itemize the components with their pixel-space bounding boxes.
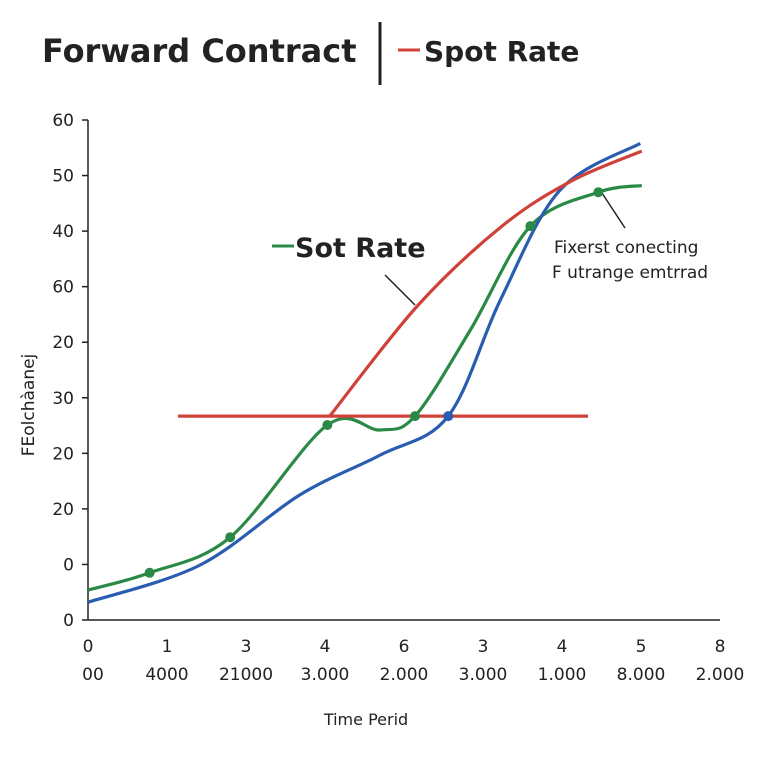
series-line-1 bbox=[87, 141, 642, 604]
x-tick-label: 3 bbox=[478, 637, 489, 657]
data-point-0 bbox=[144, 567, 155, 578]
x-tick-label: 8 bbox=[715, 637, 726, 657]
x-tick-sublabel: 8.000 bbox=[617, 665, 666, 685]
x-axis-label: Time Perid bbox=[323, 710, 408, 729]
y-tick-label: 20 bbox=[52, 333, 74, 353]
x-tick-label: 0 bbox=[83, 637, 94, 657]
annotation-line-2: F utranɡe emtrrad bbox=[552, 263, 708, 283]
annotation-line-1: Fixerst conecting bbox=[554, 238, 698, 258]
series-line-0 bbox=[87, 183, 643, 592]
x-tick-label: 4 bbox=[320, 637, 331, 657]
chart-title: Forward Contract bbox=[42, 32, 357, 70]
y-tick-label: 20 bbox=[52, 444, 74, 464]
y-tick-label: 60 bbox=[52, 111, 74, 131]
x-tick-sublabel: 21000 bbox=[219, 665, 273, 685]
series-line-2 bbox=[328, 149, 643, 418]
x-tick-sublabel: 2.000 bbox=[696, 665, 745, 685]
y-tick-label: 20 bbox=[52, 500, 74, 520]
x-tick-label: 6 bbox=[399, 637, 410, 657]
x-tick-label: 1 bbox=[162, 637, 173, 657]
x-tick-sublabel: 1.000 bbox=[538, 665, 587, 685]
data-point-0 bbox=[322, 420, 333, 430]
x-tick-sublabel: 2.000 bbox=[380, 665, 429, 685]
y-tick-label: 0 bbox=[63, 555, 74, 575]
legend-label-spot-rate: Spot Rate bbox=[424, 35, 579, 68]
x-tick-label: 5 bbox=[636, 637, 647, 657]
x-tick-sublabel: 3.000 bbox=[301, 665, 350, 685]
data-point-0 bbox=[225, 532, 236, 543]
legend-pointer-line bbox=[384, 274, 416, 306]
x-tick-sublabel: 3.000 bbox=[459, 665, 508, 685]
x-tick-sublabel: 00 bbox=[82, 665, 104, 685]
x-tick-sublabel: 4000 bbox=[145, 665, 188, 685]
data-point-0 bbox=[410, 411, 421, 422]
data-point-0 bbox=[525, 221, 536, 232]
data-point-1 bbox=[443, 411, 454, 422]
annotation-pointer-line bbox=[599, 189, 626, 229]
data-point-0 bbox=[593, 187, 604, 198]
y-tick-label: 30 bbox=[52, 389, 74, 409]
x-tick-label: 4 bbox=[557, 637, 568, 657]
y-tick-label: 50 bbox=[52, 167, 74, 187]
y-tick-label: 40 bbox=[52, 222, 74, 242]
x-tick-label: 3 bbox=[241, 637, 252, 657]
y-tick-label: 0 bbox=[63, 611, 74, 631]
y-axis-label: FEolchàanej bbox=[19, 354, 39, 457]
legend-label-sot-rate: Sot Rate bbox=[295, 233, 426, 264]
y-tick-label: 60 bbox=[52, 278, 74, 298]
